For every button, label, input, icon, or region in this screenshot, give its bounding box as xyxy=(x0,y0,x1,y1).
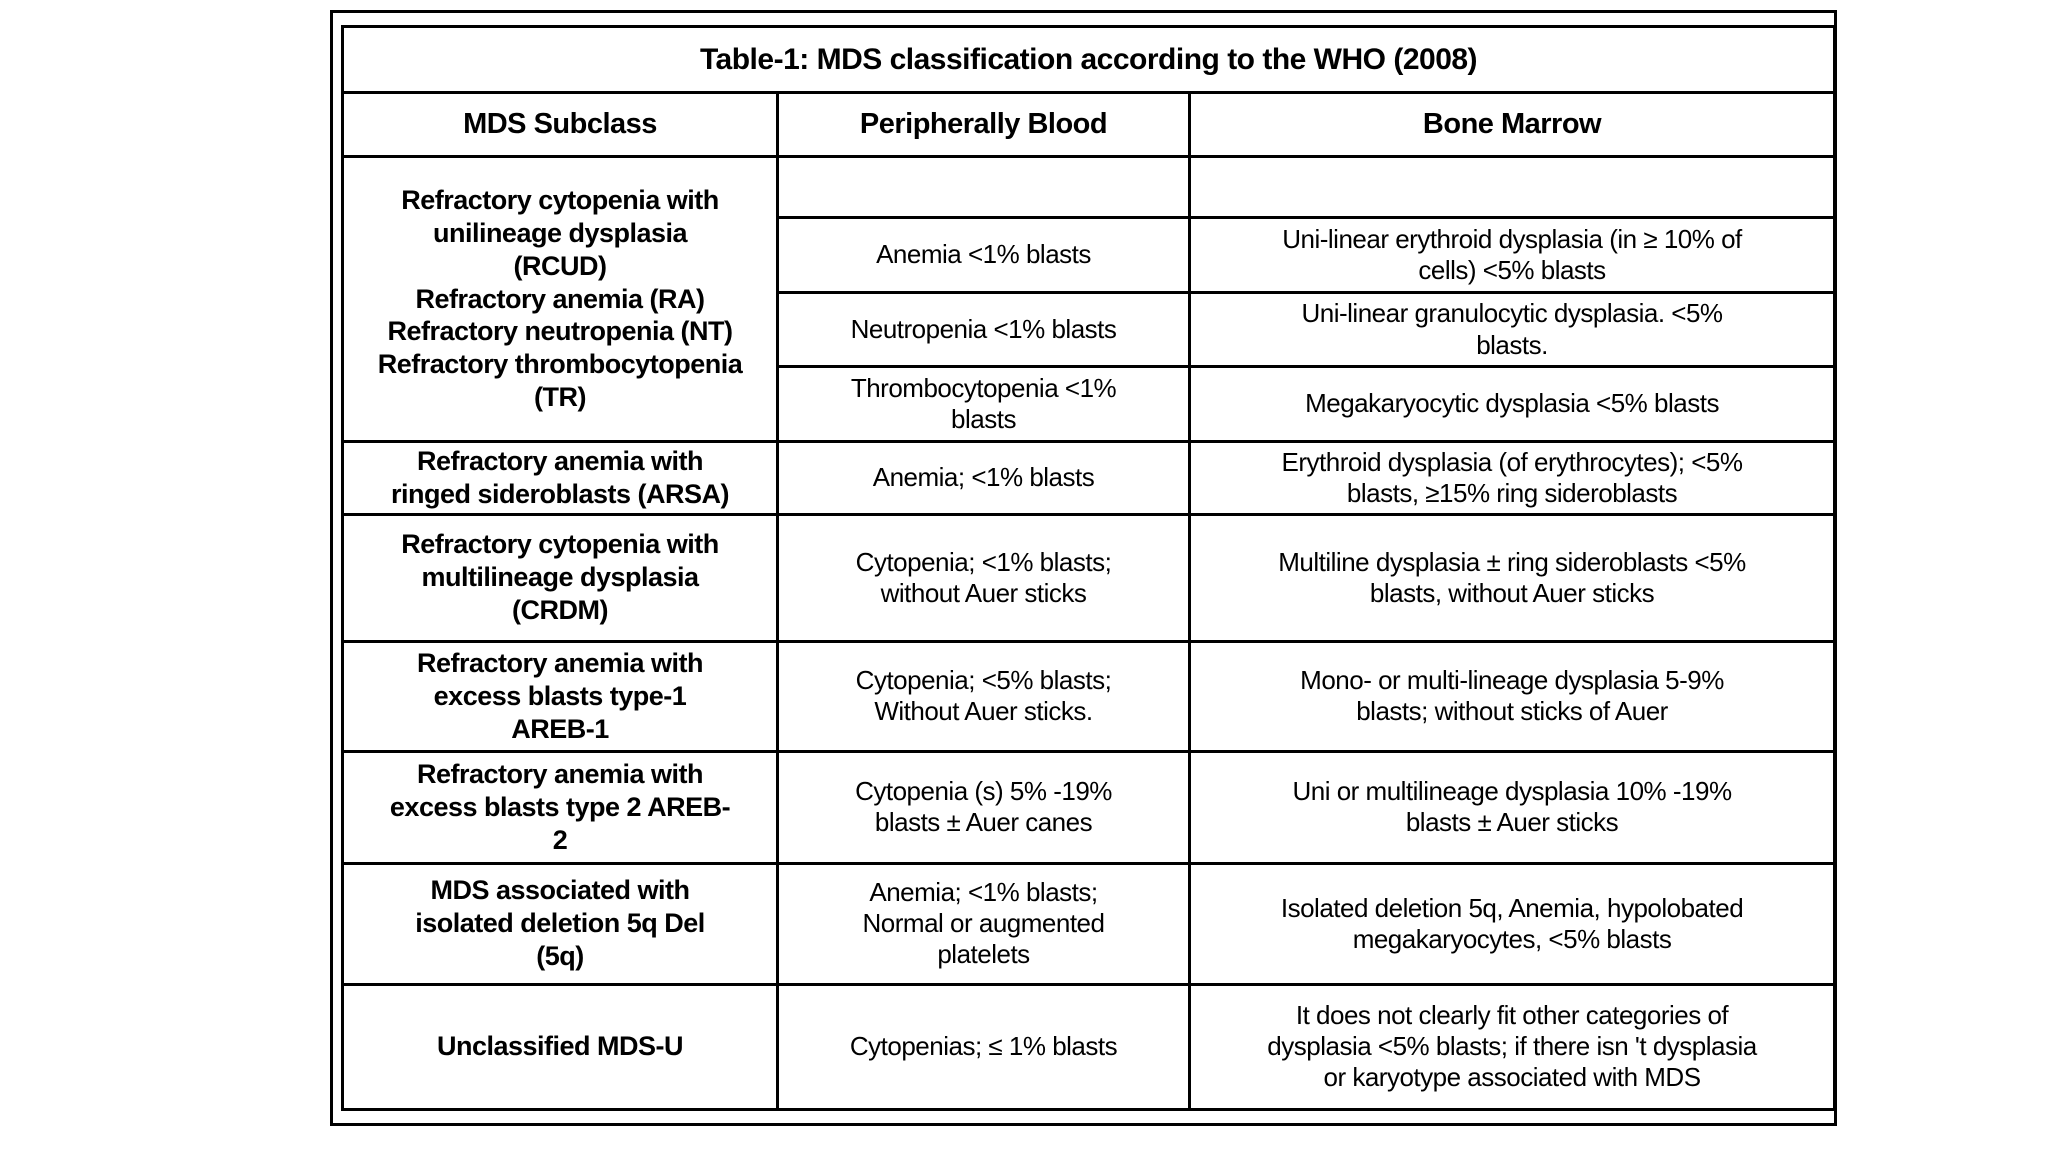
header-row: MDS Subclass Peripherally Blood Bone Mar… xyxy=(341,91,1837,158)
cell-areb2-blood: Cytopenia (s) 5% -19% blasts ± Auer cane… xyxy=(776,749,1191,865)
cell-arsa-subclass: Refractory anemia with ringed sideroblas… xyxy=(341,440,779,516)
cell-arsa-blood: Anemia; <1% blasts xyxy=(776,440,1191,516)
cell-areb1-marrow: Mono- or multi-lineage dysplasia 5-9% bl… xyxy=(1187,639,1837,753)
cell-rcud-blood-neutropenia: Neutropenia <1% blasts xyxy=(776,291,1191,368)
cell-areb2-marrow: Uni or multilineage dysplasia 10% -19% b… xyxy=(1187,749,1837,865)
cell-rcud-marrow-megakaryocytic: Megakaryocytic dysplasia <5% blasts xyxy=(1187,365,1837,443)
cell-del5q-blood: Anemia; <1% blasts; Normal or augmented … xyxy=(776,861,1191,986)
cell-crdm-subclass: Refractory cytopenia with multilineage d… xyxy=(341,512,779,643)
table-row-rcud-sub2: Anemia <1% blasts Uni-linear erythroid d… xyxy=(343,216,1837,294)
cell-arsa-marrow: Erythroid dysplasia (of erythrocytes); <… xyxy=(1187,440,1837,516)
table-row-areb1: Refractory anemia with excess blasts typ… xyxy=(341,639,1837,753)
column-header-bone-marrow: Bone Marrow xyxy=(1187,91,1837,158)
table-row-crdm: Refractory cytopenia with multilineage d… xyxy=(341,512,1837,643)
cell-del5q-marrow: Isolated deletion 5q, Anemia, hypolobate… xyxy=(1187,861,1837,986)
cell-mdsu-marrow: It does not clearly fit other categories… xyxy=(1187,982,1837,1111)
cell-rcud-blood-empty xyxy=(776,155,1191,219)
table-row-rcud-sub3: Neutropenia <1% blasts Uni-linear granul… xyxy=(343,291,1837,368)
cell-mdsu-blood: Cytopenias; ≤ 1% blasts xyxy=(776,982,1191,1111)
table-row-mdsu: Unclassified MDS-U Cytopenias; ≤ 1% blas… xyxy=(341,982,1837,1111)
cell-rcud-blood-anemia: Anemia <1% blasts xyxy=(776,216,1191,294)
outer-frame: Table-1: MDS classification according to… xyxy=(330,10,1837,1126)
table-row-del5q: MDS associated with isolated deletion 5q… xyxy=(341,861,1837,986)
cell-mdsu-subclass: Unclassified MDS-U xyxy=(341,982,779,1111)
table-row-arsa: Refractory anemia with ringed sideroblas… xyxy=(341,440,1837,516)
cell-del5q-subclass: MDS associated with isolated deletion 5q… xyxy=(341,861,779,986)
cell-areb2-subclass: Refractory anemia with excess blasts typ… xyxy=(341,749,779,865)
title-row: Table-1: MDS classification according to… xyxy=(340,25,1837,94)
cell-areb1-blood: Cytopenia; <5% blasts; Without Auer stic… xyxy=(776,639,1191,753)
mds-classification-table: Table-1: MDS classification according to… xyxy=(340,25,1837,1111)
table-title: Table-1: MDS classification according to… xyxy=(340,25,1837,94)
cell-rcud-marrow-granulocytic: Uni-linear granulocytic dysplasia. <5% b… xyxy=(1187,291,1837,368)
table-row-areb2: Refractory anemia with excess blasts typ… xyxy=(341,749,1837,865)
table-row-rcud-sub4: Thrombocytopenia <1% blasts Megakaryocyt… xyxy=(343,365,1837,443)
column-header-mds-subclass: MDS Subclass xyxy=(341,91,779,158)
cell-areb1-subclass: Refractory anemia with excess blasts typ… xyxy=(341,639,779,753)
table-row-rcud-sub1: Refractory cytopenia with unilineage dys… xyxy=(341,155,1837,443)
cell-rcud-blood-thrombocytopenia: Thrombocytopenia <1% blasts xyxy=(776,365,1191,443)
cell-rcud-marrow-empty xyxy=(1187,155,1837,219)
cell-crdm-marrow: Multiline dysplasia ± ring sideroblasts … xyxy=(1187,512,1837,643)
column-header-peripherally-blood: Peripherally Blood xyxy=(776,91,1191,158)
cell-crdm-blood: Cytopenia; <1% blasts; without Auer stic… xyxy=(776,512,1191,643)
cell-rcud-marrow-erythroid: Uni-linear erythroid dysplasia (in ≥ 10%… xyxy=(1187,216,1837,294)
cell-rcud-subclass: Refractory cytopenia with unilineage dys… xyxy=(341,155,779,443)
